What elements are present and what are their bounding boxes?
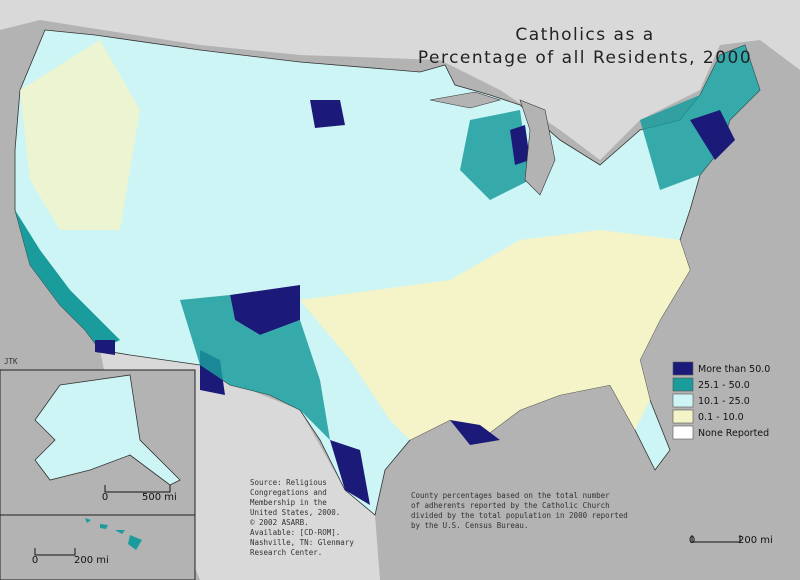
scale-label: 200 mi bbox=[74, 555, 109, 566]
title-line: Percentage of all Residents, 2000 bbox=[418, 48, 752, 68]
scale-label: 500 mi bbox=[142, 492, 177, 503]
legend-swatch bbox=[672, 425, 694, 440]
northern-high-counties bbox=[310, 100, 735, 165]
source-line: Research Center. bbox=[250, 548, 322, 557]
note-line: of adherents reported by the Catholic Ch… bbox=[411, 501, 610, 510]
source-line: United States, 2000. bbox=[250, 508, 340, 517]
california-coast bbox=[15, 210, 120, 350]
credit: JTK bbox=[4, 357, 18, 366]
hawaii-inset bbox=[0, 514, 196, 580]
source-line: Membership in the bbox=[250, 498, 327, 507]
note-line: County percentages based on the total nu… bbox=[411, 491, 610, 500]
note-line: by the U.S. Census Bureau. bbox=[411, 521, 528, 530]
source-line: Nashville, TN: Glenmary bbox=[250, 538, 354, 547]
mid-share-counties bbox=[180, 45, 760, 440]
legend-swatch bbox=[672, 409, 694, 424]
source-line: Available: [CD-ROM]. bbox=[250, 528, 340, 537]
legend-swatch bbox=[672, 393, 694, 408]
source-line: Congregations and bbox=[250, 488, 327, 497]
canada bbox=[0, 0, 800, 160]
legend-swatch bbox=[672, 361, 694, 376]
hawaii bbox=[85, 518, 142, 550]
source-line: Source: Religious bbox=[250, 478, 327, 487]
scale-bar: 0 500 mi 0 200 mi 0 200 mi bbox=[32, 485, 773, 566]
legend-label: None Reported bbox=[698, 428, 769, 439]
legend-label: More than 50.0 bbox=[698, 364, 770, 375]
scale-zero: 0 bbox=[102, 492, 108, 503]
alaska bbox=[34, 374, 181, 486]
source-line: © 2002 ASARB. bbox=[250, 518, 309, 527]
note: County percentages based on the total nu… bbox=[411, 491, 628, 530]
title-line: Catholics as a bbox=[515, 25, 654, 45]
scale-zero: 0 bbox=[32, 555, 38, 566]
lake-superior bbox=[429, 91, 502, 109]
scale-zero: 0 bbox=[689, 535, 695, 546]
south-region bbox=[300, 230, 690, 440]
note-line: divided by the total population in 2000 … bbox=[411, 511, 628, 520]
legend-label: 10.1 - 25.0 bbox=[698, 396, 750, 407]
legend-label: 0.1 - 10.0 bbox=[698, 412, 744, 423]
northwest-region bbox=[20, 40, 140, 230]
scale-label: 200 mi bbox=[738, 535, 773, 546]
scale-line bbox=[691, 535, 741, 543]
legend-label: 25.1 - 50.0 bbox=[698, 380, 750, 391]
legend-swatch bbox=[672, 377, 694, 392]
lake-michigan bbox=[519, 99, 556, 196]
legend: More than 50.0 25.1 - 50.0 10.1 - 25.0 0.1 … bbox=[672, 361, 770, 440]
scale-line bbox=[34, 548, 76, 556]
scale-line bbox=[104, 485, 171, 493]
